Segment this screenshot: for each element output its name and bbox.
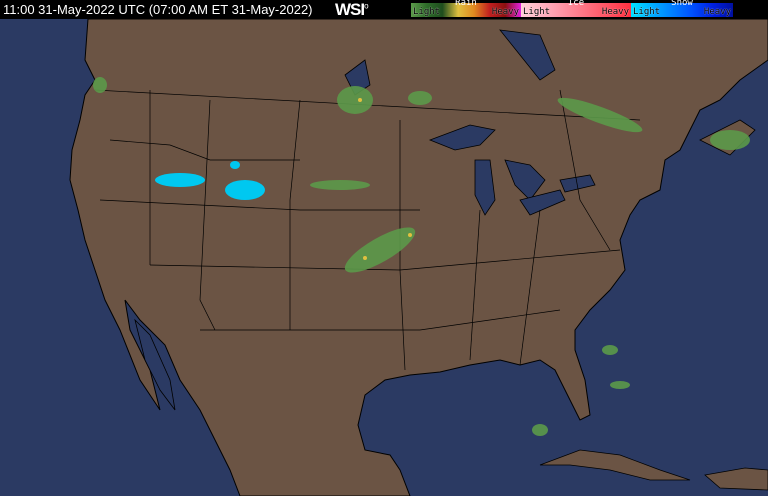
map-canvas[interactable] xyxy=(0,19,768,496)
legend-rain: Rain Light Heavy xyxy=(411,0,521,17)
legend-ice-heavy: Heavy xyxy=(601,7,629,17)
legend-snow-label: Snow xyxy=(671,0,693,8)
timestamp: 11:00 31-May-2022 UTC (07:00 AM ET 31-Ma… xyxy=(3,2,313,17)
legend-ice: Ice Light Heavy xyxy=(521,0,631,17)
hispaniola xyxy=(704,467,768,491)
north-america-land xyxy=(69,19,768,496)
legend-ice-label: Ice xyxy=(567,0,585,8)
header-bar: 11:00 31-May-2022 UTC (07:00 AM ET 31-Ma… xyxy=(0,0,768,19)
legend-snow-light: Light xyxy=(633,7,661,17)
legend-rain-label: Rain xyxy=(455,0,477,8)
great-lakes xyxy=(344,29,596,216)
cuba xyxy=(539,449,691,481)
legend-rain-heavy: Heavy xyxy=(491,7,519,17)
gulf-of-california xyxy=(134,318,176,411)
legend-ice-light: Light xyxy=(523,7,551,17)
legend-rain-light: Light xyxy=(413,7,441,17)
wsi-logo: WSIo xyxy=(335,0,369,19)
radar-echoes xyxy=(93,77,750,436)
legend-snow: Snow Light Heavy xyxy=(631,0,733,17)
legend-snow-heavy: Heavy xyxy=(703,7,731,17)
